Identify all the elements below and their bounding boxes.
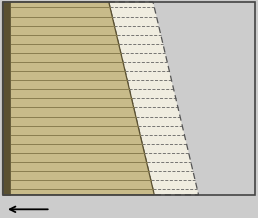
Polygon shape: [109, 2, 199, 195]
Bar: [3, 2, 255, 195]
Polygon shape: [3, 2, 10, 195]
Polygon shape: [3, 2, 255, 195]
Polygon shape: [3, 2, 154, 195]
